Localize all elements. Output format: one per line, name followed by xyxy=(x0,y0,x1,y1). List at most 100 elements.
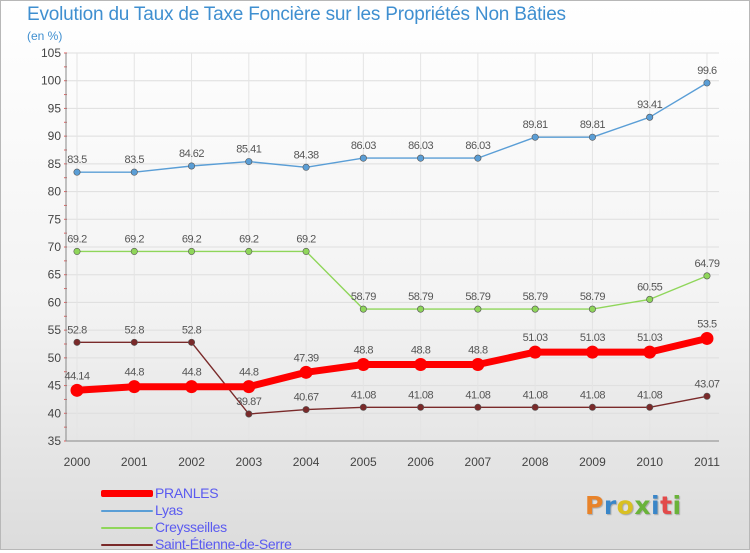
data-label-creysseilles: 58.79 xyxy=(351,291,376,303)
data-label-saint-etienne-de-serre: 41.08 xyxy=(465,389,490,401)
y-tick-label: 35 xyxy=(48,434,62,448)
data-label-pranles: 44.8 xyxy=(125,367,145,379)
data-label-lyas: 86.03 xyxy=(465,140,490,152)
data-label-creysseilles: 58.79 xyxy=(465,291,490,303)
data-point-saint-etienne-de-serre xyxy=(359,403,367,411)
y-tick-label: 95 xyxy=(48,101,62,115)
data-label-creysseilles: 69.2 xyxy=(296,233,316,245)
data-point-creysseilles xyxy=(646,295,654,303)
data-label-saint-etienne-de-serre: 41.08 xyxy=(580,389,605,401)
data-point-saint-etienne-de-serre xyxy=(531,403,539,411)
data-point-pranles xyxy=(127,380,141,394)
data-label-lyas: 83.5 xyxy=(67,154,87,166)
data-point-creysseilles xyxy=(703,272,711,280)
data-point-lyas xyxy=(646,113,654,121)
data-label-lyas: 89.81 xyxy=(580,119,605,131)
data-label-pranles: 48.8 xyxy=(468,345,488,357)
data-label-saint-etienne-de-serre: 41.08 xyxy=(351,389,376,401)
series-line-saint-etienne-de-serre xyxy=(76,341,708,415)
y-tick-label: 75 xyxy=(48,212,62,226)
data-point-lyas xyxy=(531,133,539,141)
x-tick-label: 2002 xyxy=(178,455,205,469)
data-point-pranles xyxy=(643,345,657,359)
data-label-creysseilles: 58.79 xyxy=(580,291,605,303)
y-tick-label: 100 xyxy=(41,74,61,88)
chart-title: Evolution du Taux de Taxe Foncière sur l… xyxy=(27,4,566,25)
legend-label: Creysseilles xyxy=(155,519,227,535)
y-tick-label: 40 xyxy=(48,406,62,420)
data-point-lyas xyxy=(188,162,196,170)
data-point-creysseilles xyxy=(531,305,539,313)
proxiti-logo: Proxiti xyxy=(585,491,682,520)
data-label-creysseilles: 60.55 xyxy=(637,281,662,293)
data-label-saint-etienne-de-serre: 43.07 xyxy=(694,378,719,390)
data-point-pranles xyxy=(585,345,599,359)
data-label-pranles: 51.03 xyxy=(580,332,605,344)
legend-swatch xyxy=(101,544,153,546)
data-point-saint-etienne-de-serre xyxy=(188,338,196,346)
data-point-creysseilles xyxy=(130,247,138,255)
data-label-pranles: 44.8 xyxy=(182,367,202,379)
unit-label: (en %) xyxy=(27,29,63,43)
data-label-pranles: 51.03 xyxy=(637,332,662,344)
data-point-pranles xyxy=(471,358,485,372)
data-label-pranles: 48.8 xyxy=(411,345,431,357)
data-label-lyas: 99.6 xyxy=(697,65,717,77)
y-tick-label: 80 xyxy=(48,185,62,199)
data-label-pranles: 44.14 xyxy=(64,370,89,382)
data-label-lyas: 84.38 xyxy=(294,149,319,161)
data-point-pranles xyxy=(299,365,313,379)
x-tick-label: 2007 xyxy=(465,455,492,469)
x-tick-label: 2011 xyxy=(694,455,720,469)
data-point-pranles xyxy=(70,383,84,397)
legend-swatch xyxy=(101,510,153,512)
data-label-lyas: 83.5 xyxy=(125,154,145,166)
data-point-pranles xyxy=(185,380,199,394)
data-point-pranles xyxy=(700,331,714,345)
data-label-saint-etienne-de-serre: 52.8 xyxy=(67,324,87,336)
data-label-saint-etienne-de-serre: 41.08 xyxy=(523,389,548,401)
data-label-lyas: 89.81 xyxy=(523,119,548,131)
data-label-saint-etienne-de-serre: 41.08 xyxy=(408,389,433,401)
data-point-lyas xyxy=(359,154,367,162)
x-tick-label: 2004 xyxy=(293,455,320,469)
data-label-lyas: 84.62 xyxy=(179,148,204,160)
data-point-lyas xyxy=(703,79,711,87)
data-label-creysseilles: 69.2 xyxy=(125,233,145,245)
series-line-pranles xyxy=(73,335,711,394)
data-label-pranles: 44.8 xyxy=(239,367,259,379)
data-point-saint-etienne-de-serre xyxy=(302,406,310,414)
data-point-pranles xyxy=(242,380,256,394)
y-tick-label: 65 xyxy=(48,268,62,282)
legend-swatch xyxy=(101,490,153,497)
data-point-creysseilles xyxy=(588,305,596,313)
x-tick-label: 2003 xyxy=(235,455,262,469)
data-point-lyas xyxy=(245,158,253,166)
x-tick-label: 2009 xyxy=(579,455,606,469)
data-label-pranles: 47.39 xyxy=(294,352,319,364)
data-label-lyas: 85.41 xyxy=(236,144,261,156)
data-point-saint-etienne-de-serre xyxy=(417,403,425,411)
data-label-creysseilles: 64.79 xyxy=(694,258,719,270)
data-label-creysseilles: 69.2 xyxy=(182,233,202,245)
y-tick-label: 55 xyxy=(48,323,62,337)
data-point-pranles xyxy=(356,358,370,372)
legend-label: PRANLES xyxy=(155,485,219,501)
y-tick-label: 50 xyxy=(48,351,62,365)
series-line-creysseilles xyxy=(76,250,708,310)
x-tick-label: 2000 xyxy=(64,455,91,469)
data-label-pranles: 51.03 xyxy=(523,332,548,344)
data-point-saint-etienne-de-serre xyxy=(73,338,81,346)
x-tick-label: 2008 xyxy=(522,455,549,469)
data-point-creysseilles xyxy=(417,305,425,313)
data-label-pranles: 53.5 xyxy=(697,318,717,330)
y-tick-label: 60 xyxy=(48,295,62,309)
data-point-lyas xyxy=(588,133,596,141)
data-label-saint-etienne-de-serre: 52.8 xyxy=(182,324,202,336)
data-label-saint-etienne-de-serre: 41.08 xyxy=(637,389,662,401)
data-point-lyas xyxy=(417,154,425,162)
x-tick-label: 2005 xyxy=(350,455,377,469)
data-label-saint-etienne-de-serre: 52.8 xyxy=(125,324,145,336)
data-label-lyas: 86.03 xyxy=(351,140,376,152)
